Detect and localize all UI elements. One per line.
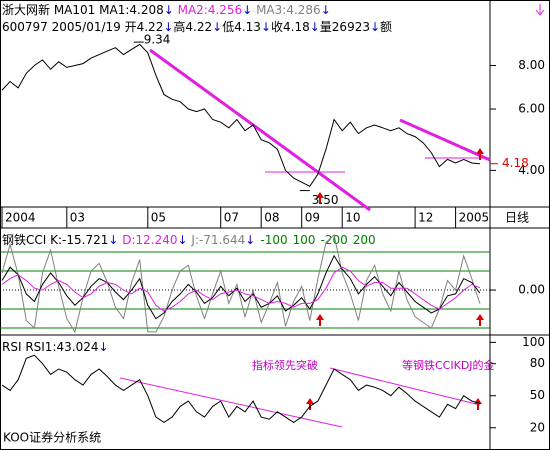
header-item: ↓ [261, 20, 271, 34]
series-line [1, 43, 480, 187]
header-item: J:-71.644 [188, 233, 246, 247]
y-tick-label: 6.00 [518, 102, 545, 116]
high-label: 9.34 [144, 33, 171, 47]
level-label: 100 [293, 233, 316, 247]
annotation: 等钢铁CCIKDJ的金 [402, 358, 495, 372]
header-item: ↓ [163, 20, 173, 34]
header-item: D:12.240 [118, 233, 177, 247]
header-item: 额 [380, 20, 392, 34]
header-item: ↓ [245, 233, 255, 247]
annotation: 指标领先突破 [252, 358, 318, 372]
x-tick-label: 05 [151, 211, 166, 225]
x-tick-label: 03 [70, 211, 85, 225]
header-item: ↓ [242, 3, 252, 17]
software-name: KOO证券分析系统 [3, 430, 101, 445]
trend-lines [149, 48, 491, 212]
x-tick-label: 09 [305, 211, 320, 225]
header-row: 浙大网新 MA101 MA1:4.208↓ MA2:4.256↓ MA3:4.2… [2, 2, 331, 17]
last-price: 4.18 [502, 156, 529, 170]
x-tick-label: 2004 [5, 211, 36, 225]
header-item: MA2:4.256 [174, 3, 242, 17]
header-item: ↓ [178, 233, 188, 247]
header-row: 600797 2005/01/19 开4.22↓高4.22↓低4.13↓收4.1… [2, 19, 392, 34]
y-tick-label: 50 [530, 388, 545, 402]
series-line [1, 266, 481, 312]
y-tick-label: 80 [530, 356, 545, 370]
level-label: 200 [353, 233, 376, 247]
series-line [1, 254, 481, 320]
x-tick-label: 12 [418, 211, 433, 225]
header-item: RSI [2, 340, 22, 354]
y-tick-label: 100 [522, 335, 545, 349]
header-row: RSI RSI1:43.024↓ [2, 340, 109, 354]
series-line [1, 233, 481, 334]
period-label: 日线 [505, 211, 529, 225]
header-item: K:-15.721 [46, 233, 108, 247]
x-tick-label: 2005 [459, 211, 490, 225]
header-row: 钢铁CCI K:-15.721↓ D:12.240↓ J:-71.644↓ -10… [2, 233, 376, 247]
x-tick-label: 10 [345, 211, 360, 225]
header-item: MA101 [50, 3, 99, 17]
y-tick-label: 8.00 [518, 58, 545, 72]
header-item: RSI1:43.024 [22, 340, 99, 354]
header-item: ↓ [370, 20, 380, 34]
header-item: 开4.22 [125, 20, 164, 34]
low-label: 3.50 [312, 193, 339, 207]
header-item: 收4.18 [271, 20, 310, 34]
header-item: ↓ [108, 233, 118, 247]
y-tick-label: 20 [530, 420, 545, 434]
header-item: 钢铁CCI [2, 233, 46, 247]
y-tick-label: 4.00 [518, 163, 545, 177]
header-item: MA1:4.208 [99, 3, 164, 17]
x-tick-label: 08 [264, 211, 279, 225]
series-line [1, 354, 481, 423]
header-item: ↓ [164, 3, 174, 17]
header-item: 量26923 [320, 20, 370, 34]
signal-arrows [306, 4, 545, 410]
level-label: -100 [260, 233, 287, 247]
header-item: ↓ [310, 20, 320, 34]
header-item: ↓ [212, 20, 222, 34]
y-tick-label: 0.00 [518, 283, 545, 297]
header-item: ↓ [321, 3, 331, 17]
level-label: -200 [321, 233, 348, 247]
header-item: 2005/01/19 [48, 20, 125, 34]
header-item: ↓ [98, 340, 108, 354]
header-item: 600797 [2, 20, 48, 34]
header-item: MA3:4.286 [252, 3, 320, 17]
header-item: 浙大网新 [2, 2, 50, 17]
x-tick-label: 07 [224, 211, 239, 225]
header-item: 低4.13 [222, 20, 261, 34]
header-item: 高4.22 [173, 19, 212, 34]
